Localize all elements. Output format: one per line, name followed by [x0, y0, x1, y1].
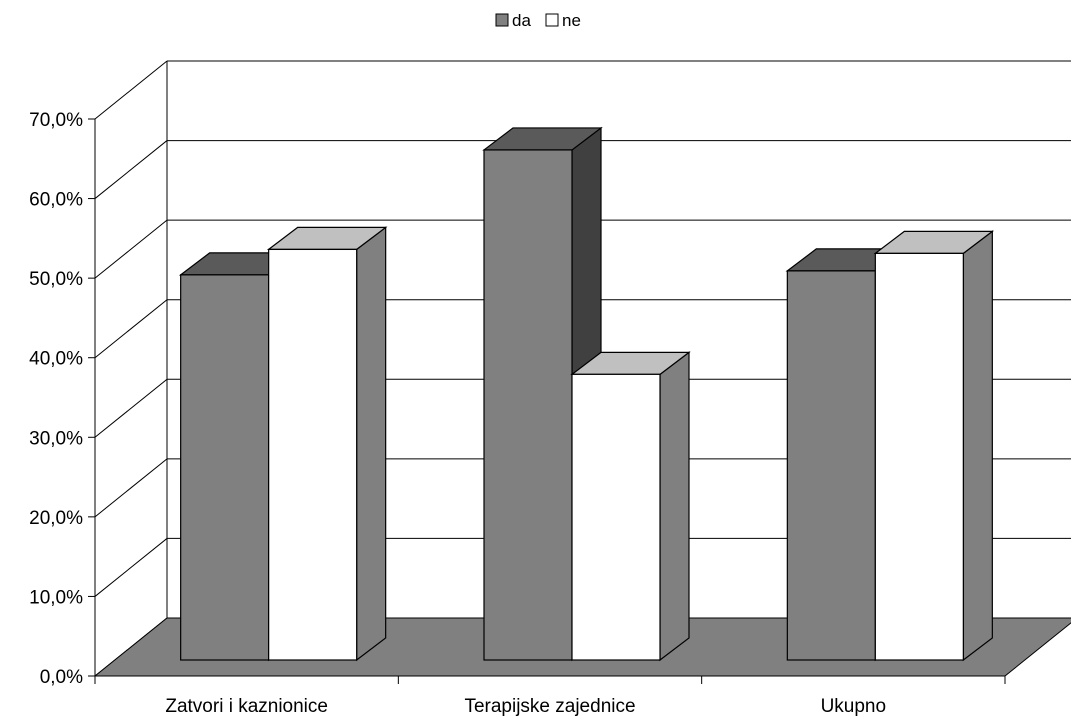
- y-tick-label: 70,0%: [29, 110, 83, 131]
- gridline-side: [94, 299, 168, 359]
- y-tick-label: 30,0%: [29, 428, 83, 449]
- y-tick-label: 40,0%: [29, 349, 83, 370]
- legend-label-da: da: [512, 11, 531, 30]
- bar-ne-1: [570, 351, 691, 662]
- gridline-side: [94, 60, 168, 120]
- legend: da ne: [495, 11, 581, 30]
- bar-front-face: [483, 149, 573, 661]
- x-category-labels: Zatvori i kaznionice Terapijske zajednice…: [165, 696, 886, 717]
- gridline-side: [94, 219, 168, 279]
- x-category-label: Ukupno: [821, 696, 887, 717]
- bar-side-face: [356, 226, 387, 662]
- bar-front-face: [874, 252, 964, 661]
- bars: [178, 126, 995, 662]
- y-tick-label: 10,0%: [29, 587, 83, 608]
- gridline-side: [94, 538, 168, 597]
- bar-front-face: [268, 248, 358, 661]
- x-category-label: Zatvori i kaznionice: [165, 696, 328, 717]
- gridline-side: [94, 140, 168, 199]
- y-tick-label: 0,0%: [40, 667, 83, 688]
- bar-ne-2: [873, 230, 995, 662]
- bar-side-face: [962, 230, 993, 662]
- side-wall-edge: [94, 61, 168, 677]
- gridline-side: [94, 378, 168, 438]
- chart-walls: [94, 61, 168, 677]
- bar-side-face: [659, 351, 690, 662]
- bar-ne-0: [266, 226, 388, 662]
- y-tick-label: 50,0%: [29, 269, 83, 290]
- y-tick-labels: 0,0% 10,0% 20,0% 30,0% 40,0% 50,0% 60,0% 70,0%: [29, 110, 83, 688]
- legend-label-ne: ne: [562, 11, 581, 30]
- legend-swatch-da: [495, 13, 509, 27]
- bar-front-face: [571, 373, 661, 661]
- y-axis: [88, 118, 1006, 684]
- legend-swatch-ne: [545, 13, 559, 27]
- bar-front-face: [180, 274, 270, 661]
- gridline-side: [94, 458, 168, 518]
- y-tick-label: 60,0%: [29, 190, 83, 211]
- x-category-label: Terapijske zajednice: [464, 696, 635, 717]
- y-tick-label: 20,0%: [29, 508, 83, 529]
- bar-front-face: [786, 270, 876, 661]
